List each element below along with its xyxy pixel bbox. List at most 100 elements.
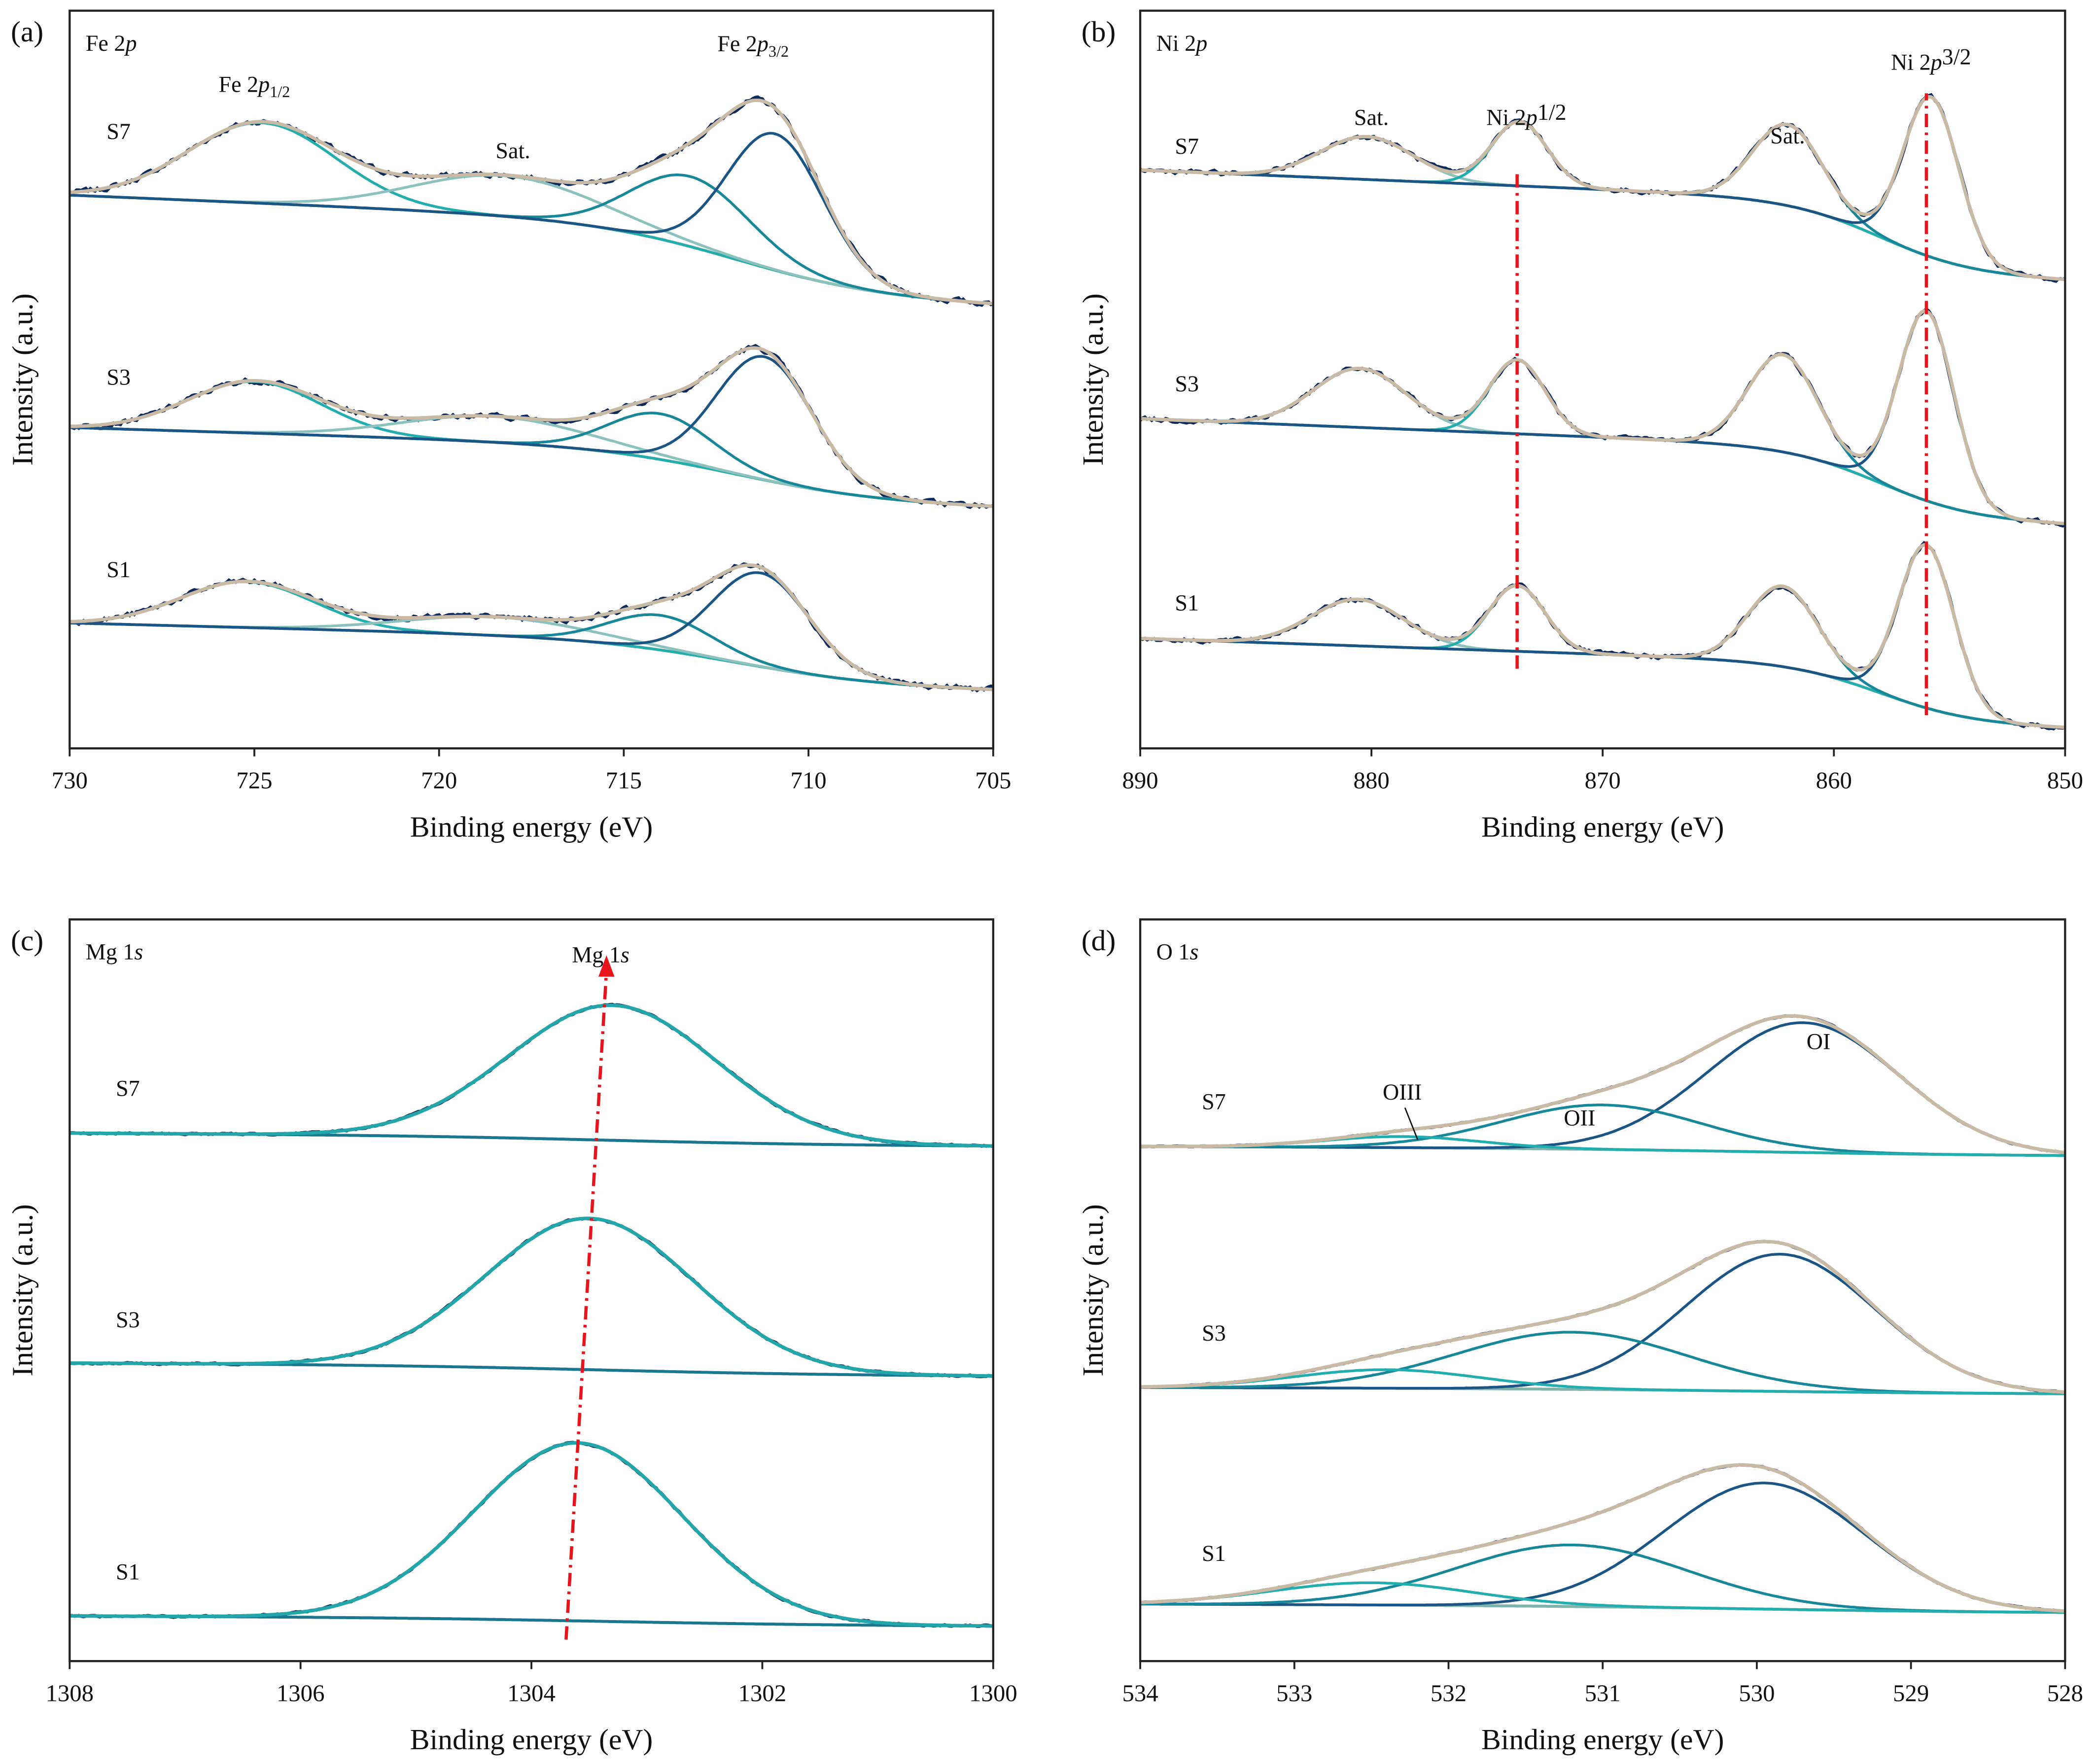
sample-S7: S7 (69, 95, 994, 307)
panel-title-italic: s (134, 939, 143, 965)
panel-title: O 1s (1156, 939, 1199, 965)
envelope-fit-line (70, 1003, 993, 1148)
x-tick-label: 860 (1816, 767, 1852, 794)
x-axis-label: Binding energy (eV) (1481, 810, 1724, 843)
sample-S1: S1 (1140, 1463, 2065, 1614)
peak-annotation-subscript: 1/2 (270, 83, 290, 101)
raw-data-line (1140, 1014, 2065, 1154)
panel-title-italic: p (1194, 31, 1207, 56)
panel-title-italic: s (1189, 939, 1198, 965)
x-tick-label: 533 (1276, 1680, 1312, 1707)
sample-label: S7 (1202, 1089, 1226, 1114)
peak-annotation-italic: s (621, 942, 629, 968)
panel-title-italic: p (124, 31, 137, 56)
sample-S3: S3 (1139, 307, 2066, 528)
component-peak-line (1140, 1581, 2065, 1614)
sample-S3: S3 (69, 1216, 993, 1379)
component-peak-line (1140, 1252, 2065, 1394)
sample-S1: S1 (1139, 541, 2066, 731)
sample-label: S3 (106, 365, 131, 390)
peak-annotation: Sat. (1770, 123, 1805, 148)
component-peak-line (1140, 1021, 2065, 1154)
raw-data-line (69, 344, 994, 509)
sample-S3: S3 (1140, 1240, 2065, 1395)
plot-frame (69, 918, 995, 1662)
envelope-fit-line (1140, 1463, 2065, 1613)
sample-label: S7 (106, 119, 131, 144)
component-peak-line (70, 132, 993, 305)
panel-title-text: Ni 2 (1156, 31, 1196, 56)
panel-d: S7 S3 S1 OI OII OIII 534 533 532 531 530 529 528 Bind… (1077, 918, 2083, 1756)
y-axis-label: Intensity (a.u.) (1077, 1204, 1109, 1376)
component-peak-line (70, 412, 993, 508)
x-tick-label: 850 (2047, 767, 2083, 794)
sample-label: S3 (1202, 1320, 1226, 1346)
sample-label: S1 (1202, 1541, 1226, 1566)
envelope-fit-line (1140, 1240, 2065, 1394)
peak-annotation: Fe 2p1/2 (219, 71, 290, 101)
x-tick-label: 715 (606, 767, 642, 794)
sample-label: S3 (116, 1307, 140, 1332)
envelope-fit-line (1140, 95, 2065, 281)
panel-letter: (b) (1082, 15, 1116, 48)
x-tick-label: 529 (1893, 1680, 1929, 1707)
x-tick-label: 880 (1354, 767, 1390, 794)
panel-title-text: Mg 1 (86, 939, 135, 965)
peak-annotation-italic: p (257, 71, 270, 97)
sample-S1: S1 (70, 557, 994, 693)
peak-annotation: Sat. (1354, 105, 1389, 130)
x-tick-label: 534 (1122, 1680, 1158, 1707)
sample-label: S3 (1175, 371, 1199, 396)
y-axis-label: Intensity (a.u.) (6, 293, 38, 465)
x-tick-label: 725 (236, 767, 272, 794)
panel-title-text: Fe 2 (86, 31, 126, 56)
peak-annotation-text: Fe 2 (219, 71, 259, 97)
component-peak-line (1140, 1368, 2065, 1395)
x-axis-label: Binding energy (eV) (1481, 1723, 1724, 1756)
plot-frame (69, 9, 995, 750)
peak-annotation-text: Mg 1 (572, 942, 621, 968)
peak-annotation-text: Ni 2 (1891, 49, 1931, 74)
sample-label: S7 (116, 1076, 140, 1101)
panel-letter: (a) (11, 15, 43, 48)
panel-letter: (c) (11, 924, 43, 957)
sample-S3: S3 (69, 344, 994, 509)
peak-annotation: OIII (1383, 1079, 1422, 1105)
component-peak-line (70, 174, 993, 305)
peak-annotation-subscript: 3/2 (769, 42, 789, 60)
peak-annotation: OI (1807, 1029, 1831, 1054)
peak-annotation-italic: p (1929, 49, 1942, 74)
peak-annotation-suffix: 3/2 (1942, 44, 1971, 69)
raw-data-line (69, 1216, 993, 1379)
envelope-fit-line (1140, 1014, 2065, 1154)
sample-S7: S7 (69, 1003, 994, 1148)
peak-annotation: Ni 2p1/2 (1486, 100, 1567, 130)
peak-annotation: Ni 2p3/2 (1891, 44, 1971, 75)
x-tick-label: 1300 (969, 1680, 1017, 1707)
component-peak-line (70, 173, 993, 305)
envelope-fit-line (70, 1216, 993, 1378)
peak-annotation-text: Sat. (495, 138, 530, 163)
x-tick-label: 531 (1585, 1680, 1621, 1707)
peak-annotation-text: OII (1564, 1106, 1595, 1131)
x-tick-label: 530 (1739, 1680, 1775, 1707)
panel-letter: (d) (1082, 924, 1116, 957)
component-peak-line (70, 121, 993, 305)
sample-label: S1 (116, 1559, 140, 1585)
x-tick-label: 1308 (45, 1680, 94, 1707)
envelope-fit-line (70, 1441, 993, 1628)
sample-label: S7 (1175, 134, 1199, 159)
component-peak-line (1140, 1543, 2065, 1614)
sample-S7: S7 (1139, 93, 2066, 283)
peak-annotation-suffix: 1/2 (1537, 100, 1567, 125)
sample-label: S1 (106, 557, 131, 582)
panel-title: Ni 2p (1156, 31, 1208, 56)
x-tick-label: 1302 (738, 1680, 787, 1707)
peak-annotation-italic: p (1525, 105, 1537, 130)
x-tick-label: 532 (1431, 1680, 1467, 1707)
raw-data-line (69, 1003, 994, 1148)
peak-annotation-text: Ni 2 (1486, 105, 1526, 130)
component-peak-line (70, 415, 993, 508)
x-tick-label: 710 (791, 767, 827, 794)
